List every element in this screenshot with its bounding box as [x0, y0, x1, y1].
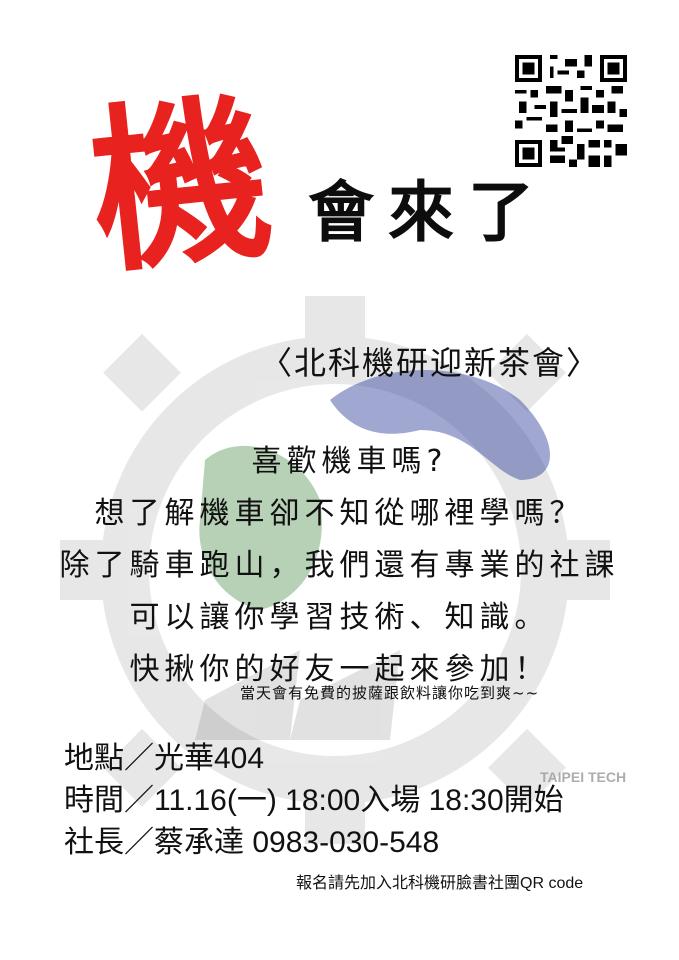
- signup-note: 報名請先加入北科機研臉書社團QR code: [296, 875, 584, 892]
- headline-rest: 會來了: [308, 174, 548, 251]
- event-subtitle: 〈北科機研迎新茶會〉: [260, 344, 601, 382]
- body-line: 可以讓你學習技術、知識。: [129, 600, 550, 635]
- free-food-note: 當天會有免費的披薩跟飲料讓你吃到爽~~: [240, 684, 540, 702]
- taipei-tech-logo-text: TAIPEI TECH: [540, 769, 626, 785]
- body-text: 喜歡機車嗎? 想了解機車卻不知從哪裡學嗎？ 除了騎車跑山，我們還有專業的社課 可…: [0, 436, 679, 696]
- qr-code-icon[interactable]: [515, 55, 627, 167]
- time-line: 時間／11.16(一) 18:00入場 18:30開始: [64, 784, 564, 817]
- location-line: 地點／光華404: [64, 742, 265, 775]
- body-line: 想了解機車卻不知從哪裡學嗎？: [94, 496, 585, 531]
- headline-big-char: 機: [81, 74, 277, 299]
- body-line: 快揪你的好友一起來參加！: [129, 652, 550, 687]
- event-info: 地點／光華404 時間／11.16(一) 18:00入場 18:30開始 社長／…: [64, 738, 564, 864]
- body-line: 除了騎車跑山，我們還有專業的社課: [59, 548, 620, 583]
- body-line: 喜歡機車嗎?: [251, 444, 448, 479]
- president-line: 社長／蔡承達 0983-030-548: [64, 826, 440, 859]
